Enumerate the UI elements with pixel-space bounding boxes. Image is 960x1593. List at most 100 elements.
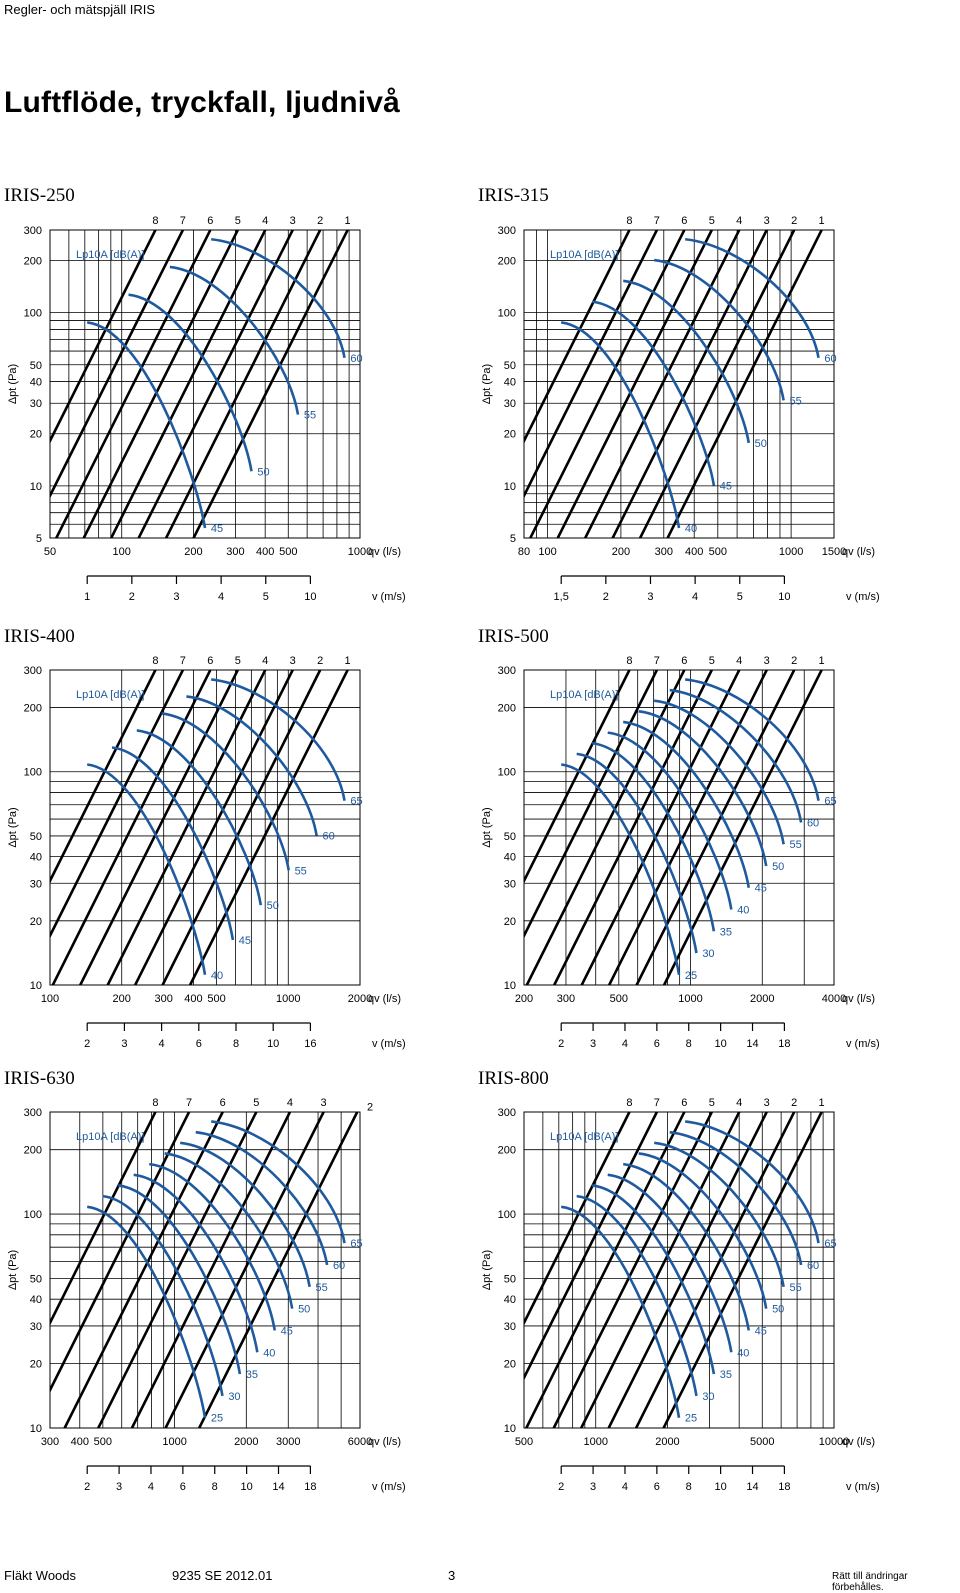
damper-position-label: 3 <box>764 655 770 667</box>
x-tick-label: 400 <box>184 993 202 1005</box>
footer-doc-number: 9235 SE 2012.01 <box>172 1568 273 1583</box>
pressure-line-4 <box>110 230 267 538</box>
sound-level-label: 65 <box>350 1238 362 1250</box>
sound-level-label: 45 <box>720 480 732 492</box>
velocity-tick-label: 8 <box>686 1481 692 1493</box>
damper-position-label: 6 <box>681 1097 687 1109</box>
velocity-tick-label: 14 <box>746 1038 758 1050</box>
sound-level-label: 55 <box>790 1282 802 1294</box>
sound-level-label: 50 <box>755 438 767 450</box>
sound-curve-60 <box>669 1130 803 1266</box>
sound-legend: Lp10A [dB(A)] <box>76 689 145 701</box>
velocity-axis-label: v (m/s) <box>372 1038 406 1050</box>
damper-position-label: 2 <box>317 215 323 227</box>
x-tick-label: 2000 <box>655 1436 679 1448</box>
velocity-tick-label: 5 <box>263 591 269 603</box>
damper-position-label: 5 <box>709 215 715 227</box>
y-tick-label: 10 <box>504 1423 516 1435</box>
velocity-tick-label: 18 <box>778 1481 790 1493</box>
sound-curve-50 <box>638 1152 768 1309</box>
pressure-line-5 <box>79 670 239 985</box>
sound-curve-45 <box>111 746 235 941</box>
velocity-tick-label: 4 <box>692 591 698 603</box>
pressure-line-2 <box>164 230 322 538</box>
x-tick-label: 2000 <box>234 1436 258 1448</box>
sound-legend: Lp10A [dB(A)] <box>76 1131 145 1143</box>
sound-curve-35 <box>592 741 716 932</box>
sound-curve-60 <box>195 1130 329 1266</box>
pressure-line-6 <box>525 670 686 985</box>
sound-level-label: 40 <box>685 523 697 535</box>
y-axis-label: Δpt (Pa) <box>481 807 493 847</box>
velocity-axis-label: v (m/s) <box>846 1481 880 1493</box>
damper-position-label: 3 <box>321 1097 327 1109</box>
sound-level-label: 60 <box>322 831 334 843</box>
x-tick-label: 1500 <box>822 546 846 558</box>
sound-level-label: 50 <box>267 900 279 912</box>
velocity-tick-label: 10 <box>241 1481 253 1493</box>
y-axis-label: Δpt (Pa) <box>7 1250 19 1290</box>
x-tick-label: 400 <box>256 546 274 558</box>
damper-position-label: 2 <box>317 655 323 667</box>
pressure-line-4 <box>580 670 741 985</box>
pressure-line-1 <box>192 230 349 538</box>
y-tick-label: 40 <box>30 377 42 389</box>
damper-position-label: 4 <box>736 655 742 667</box>
grid <box>49 669 361 986</box>
damper-position-label: 8 <box>626 1097 632 1109</box>
sound-legend: Lp10A [dB(A)] <box>550 249 619 261</box>
x-tick-label: 1000 <box>348 546 372 558</box>
damper-position-label: 5 <box>235 655 241 667</box>
page-title: Luftflöde, tryckfall, ljudnivå <box>4 86 401 119</box>
footer-page-number: 3 <box>448 1568 456 1583</box>
y-tick-label: 40 <box>504 377 516 389</box>
y-tick-label: 50 <box>30 1273 42 1285</box>
pressure-line-7 <box>50 1112 191 1393</box>
damper-position-label: 2 <box>791 215 797 227</box>
x-tick-label: 1000 <box>678 993 702 1005</box>
velocity-axis-label: v (m/s) <box>372 1481 406 1493</box>
sound-level-label: 65 <box>824 1238 836 1250</box>
y-tick-label: 50 <box>30 360 42 372</box>
velocity-tick-label: 3 <box>590 1038 596 1050</box>
damper-position-label: 7 <box>180 655 186 667</box>
grid <box>523 229 834 539</box>
sound-curve-65 <box>211 678 346 801</box>
x-tick-label: 100 <box>113 546 131 558</box>
pressure-line-8 <box>524 230 631 444</box>
pressure-line-3 <box>164 1112 325 1428</box>
pressure-line-4 <box>106 670 267 985</box>
sound-curve-55 <box>654 1141 785 1288</box>
sound-level-label: 35 <box>720 1369 732 1381</box>
velocity-tick-label: 5 <box>737 591 743 603</box>
x-tick-label: 400 <box>685 546 703 558</box>
y-tick-label: 40 <box>504 852 516 864</box>
y-tick-label: 100 <box>498 1209 516 1221</box>
pressure-line-8 <box>50 1112 157 1326</box>
damper-position-label: 8 <box>626 655 632 667</box>
velocity-axis-label: v (m/s) <box>372 591 406 603</box>
y-tick-label: 20 <box>504 916 516 928</box>
y-tick-label: 20 <box>504 429 516 441</box>
pressure-line-3 <box>611 230 768 538</box>
sound-level-label: 50 <box>772 1304 784 1316</box>
pressure-line-1 <box>662 1112 823 1428</box>
pressure-line-3 <box>607 1112 768 1428</box>
x-axis-label: qv (l/s) <box>368 1436 401 1448</box>
sound-level-label: 35 <box>720 926 732 938</box>
damper-position-label: 5 <box>253 1097 259 1109</box>
y-axis-label: Δpt (Pa) <box>7 807 19 847</box>
sound-level-label: 55 <box>790 395 802 407</box>
pressure-line-6 <box>63 1112 224 1428</box>
velocity-tick-label: 4 <box>148 1481 154 1493</box>
damper-position-label: 3 <box>764 215 770 227</box>
pressure-line-7 <box>50 230 185 499</box>
pressure-line-2 <box>635 670 796 985</box>
y-tick-label: 100 <box>24 767 42 779</box>
y-tick-label: 30 <box>30 1321 42 1333</box>
sound-level-label: 25 <box>685 1413 697 1425</box>
velocity-tick-label: 6 <box>654 1481 660 1493</box>
damper-position-label: 3 <box>290 215 296 227</box>
x-tick-label: 200 <box>113 993 131 1005</box>
